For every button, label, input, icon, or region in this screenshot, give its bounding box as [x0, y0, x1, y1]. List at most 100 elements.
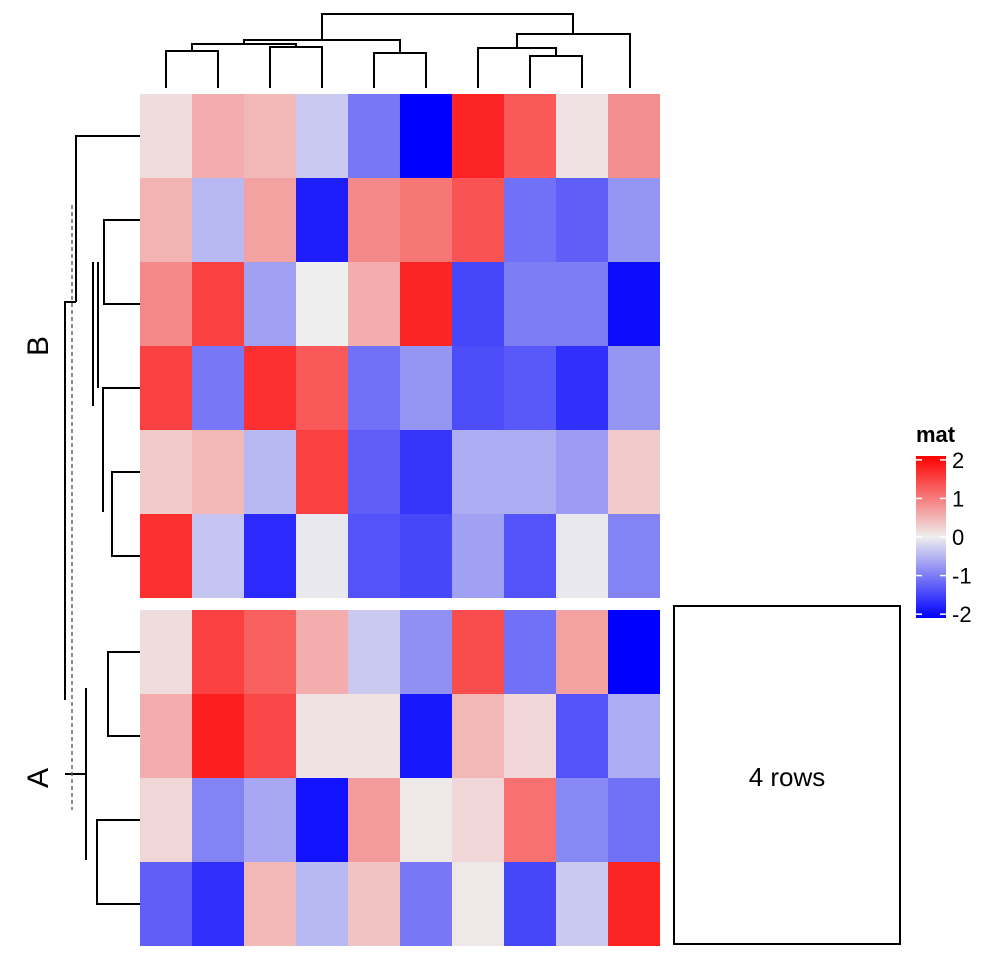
- legend-tick-label: 0: [952, 525, 964, 550]
- legend-ticks: 2 1 0 -1 -2: [916, 448, 972, 627]
- heatmap-cell: [452, 778, 504, 862]
- heatmap-cell: [400, 514, 452, 598]
- heatmap-cell: [192, 262, 244, 346]
- heatmap-cell: [556, 430, 608, 514]
- heatmap-cell: [296, 694, 348, 778]
- row-slice-label-b: B: [22, 336, 55, 356]
- heatmap-cell: [400, 178, 452, 262]
- heatmap-cell: [504, 514, 556, 598]
- heatmap-cell: [504, 94, 556, 178]
- heatmap-cell: [296, 94, 348, 178]
- heatmap-cell: [192, 94, 244, 178]
- heatmap-cell: [608, 694, 660, 778]
- heatmap-cell: [348, 262, 400, 346]
- heatmap-cell: [348, 862, 400, 946]
- heatmap-cell: [296, 178, 348, 262]
- heatmap-cell: [400, 346, 452, 430]
- heatmap-cell: [452, 862, 504, 946]
- heatmap-cell: [140, 178, 192, 262]
- annotation-box: [673, 605, 901, 945]
- heatmap-cell: [452, 262, 504, 346]
- heatmap-cell: [452, 94, 504, 178]
- heatmap-cell: [556, 514, 608, 598]
- legend-tick-label: 1: [952, 486, 964, 511]
- heatmap-cell: [504, 610, 556, 694]
- heatmap-cell: [348, 94, 400, 178]
- heatmap-cell: [556, 778, 608, 862]
- heatmap-slice-b: [140, 94, 660, 598]
- legend-tick-label: -1: [952, 564, 972, 589]
- heatmap-cell: [192, 178, 244, 262]
- heatmap-cell: [556, 610, 608, 694]
- heatmap-cell: [556, 178, 608, 262]
- heatmap-cell: [192, 514, 244, 598]
- heatmap-cell: [244, 178, 296, 262]
- heatmap-cell: [504, 430, 556, 514]
- row-slice-label-a: A: [22, 768, 55, 788]
- heatmap-cell: [608, 862, 660, 946]
- heatmap-cell: [608, 346, 660, 430]
- heatmap-slice-a: [140, 610, 660, 946]
- heatmap-cell: [244, 346, 296, 430]
- heatmap-cell: [296, 346, 348, 430]
- heatmap-cell: [244, 610, 296, 694]
- heatmap-cell: [140, 694, 192, 778]
- heatmap-cell: [400, 862, 452, 946]
- heatmap-cell: [400, 610, 452, 694]
- heatmap-cell: [608, 262, 660, 346]
- heatmap-cell: [296, 862, 348, 946]
- heatmap-cell: [556, 346, 608, 430]
- heatmap-cell: [452, 610, 504, 694]
- heatmap-cell: [140, 610, 192, 694]
- heatmap-cell: [452, 178, 504, 262]
- heatmap-cell: [296, 610, 348, 694]
- heatmap-cell: [452, 430, 504, 514]
- row-dendrogram: [64, 135, 140, 905]
- heatmap-cell: [452, 694, 504, 778]
- heatmap-cell: [608, 778, 660, 862]
- heatmap-cell: [608, 430, 660, 514]
- heatmap-cell: [348, 178, 400, 262]
- annotation-text: 4 rows: [749, 762, 826, 792]
- column-dendrogram: [165, 13, 631, 88]
- heatmap-cell: [504, 262, 556, 346]
- heatmap-cell: [504, 346, 556, 430]
- heatmap-cell: [140, 430, 192, 514]
- heatmap-cell: [400, 94, 452, 178]
- heatmap-cell: [140, 514, 192, 598]
- heatmap-cell: [348, 778, 400, 862]
- heatmap-cell: [608, 610, 660, 694]
- heatmap-cell: [192, 694, 244, 778]
- heatmap-cell: [296, 778, 348, 862]
- legend-tick-label: -2: [952, 602, 972, 627]
- heatmap-cell: [400, 778, 452, 862]
- heatmap-cell: [140, 778, 192, 862]
- heatmap-cell: [452, 514, 504, 598]
- heatmap-cell: [296, 514, 348, 598]
- heatmap-cell: [140, 94, 192, 178]
- heatmap-cell: [348, 346, 400, 430]
- heatmap-cell: [556, 694, 608, 778]
- heatmap-cell: [608, 178, 660, 262]
- heatmap-cell: [192, 610, 244, 694]
- heatmap-cell: [400, 262, 452, 346]
- heatmap-cell: [244, 262, 296, 346]
- heatmap-cell: [556, 862, 608, 946]
- heatmap-cell: [296, 430, 348, 514]
- heatmap-cell: [504, 694, 556, 778]
- heatmap-cell: [244, 778, 296, 862]
- heatmap-cell: [296, 262, 348, 346]
- heatmap-cell: [348, 514, 400, 598]
- heatmap-cell: [244, 514, 296, 598]
- heatmap-cell: [400, 694, 452, 778]
- heatmap-cell: [348, 430, 400, 514]
- heatmap-cell: [244, 94, 296, 178]
- heatmap-cell: [192, 778, 244, 862]
- heatmap-cell: [192, 346, 244, 430]
- heatmap-cell: [504, 778, 556, 862]
- heatmap-cell: [504, 862, 556, 946]
- heatmap-cell: [140, 262, 192, 346]
- legend-title: mat: [916, 422, 956, 447]
- heatmap-cell: [244, 694, 296, 778]
